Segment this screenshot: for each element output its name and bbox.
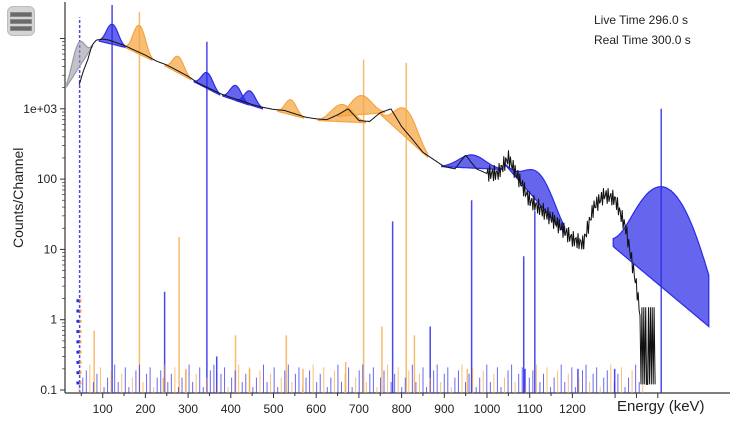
x-axis-label: Energy (keV)	[617, 398, 705, 415]
x-tick-label: 800	[392, 402, 412, 416]
menu-bar-icon	[10, 25, 32, 31]
orange-peak-fit	[125, 24, 153, 62]
spectrum-data-line	[78, 38, 656, 385]
x-tick-label: 1200	[559, 402, 586, 416]
x-tick-label: 400	[221, 402, 241, 416]
real-time: Real Time 300.0 s	[594, 33, 691, 47]
live-time: Live Time 296.0 s	[594, 13, 689, 27]
x-tick-label: 600	[306, 402, 326, 416]
y-tick-label: 1	[50, 313, 57, 327]
blue-peak-fit	[236, 90, 263, 110]
y-tick-label: 100	[37, 172, 57, 186]
x-tick-label: 300	[178, 402, 198, 416]
gray-peak-fit	[66, 40, 94, 89]
x-tick-label: 1100	[517, 402, 543, 416]
blue-peak-fit	[98, 23, 126, 49]
x-tick-label: 100	[93, 402, 113, 416]
x-tick-label: 700	[349, 402, 369, 416]
y-tick-label: 1e+03	[23, 102, 57, 116]
blue-peak-fit	[193, 71, 221, 96]
x-tick-label: 1000	[474, 402, 501, 416]
acquisition-info: Live Time 296.0 s Real Time 300.0 s	[594, 10, 691, 50]
x-tick-label: 200	[135, 402, 155, 416]
orange-peak-fit	[277, 99, 304, 119]
menu-bar-icon	[10, 18, 32, 24]
orange-peak-fit	[337, 95, 386, 117]
x-tick-label: 900	[434, 402, 454, 416]
blue-peak-fit	[612, 186, 710, 328]
y-tick-label: 0.1	[40, 383, 57, 397]
y-tick-label: 10	[44, 242, 58, 256]
y-axis-label: Counts/Channel	[10, 147, 26, 248]
x-tick-label: 500	[263, 402, 283, 416]
orange-peak-fit	[379, 107, 428, 159]
menu-bar-icon	[10, 11, 32, 17]
hamburger-menu-button[interactable]	[7, 6, 35, 36]
